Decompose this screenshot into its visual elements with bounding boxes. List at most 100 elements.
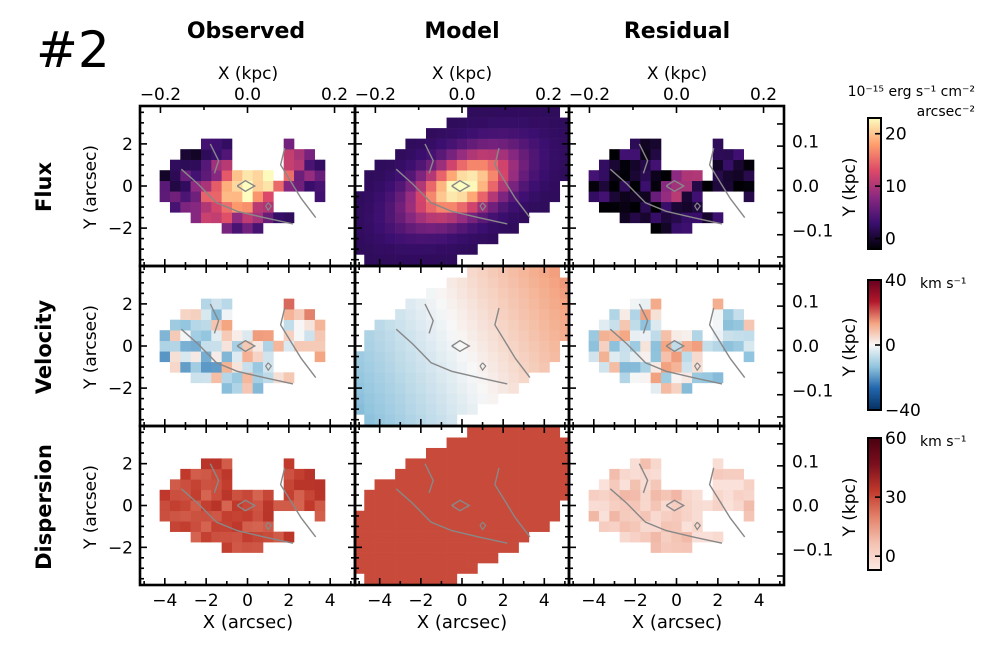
map-pixel	[609, 351, 620, 363]
map-pixel	[487, 427, 499, 438]
map-pixel	[425, 212, 437, 224]
top-tick-label: −0.2	[355, 85, 396, 105]
map-pixel	[425, 149, 437, 160]
map-pixel	[456, 542, 468, 553]
map-pixel	[640, 361, 651, 373]
map-pixel	[498, 212, 509, 224]
map-pixel	[508, 128, 519, 139]
map-pixel	[528, 458, 540, 470]
map-pixel	[518, 319, 530, 331]
map-pixel	[528, 107, 540, 118]
map-pixel	[518, 128, 530, 139]
map-pixel	[498, 288, 509, 299]
map-pixel	[619, 180, 631, 192]
map-pixel	[425, 500, 437, 512]
map-pixel	[405, 212, 417, 224]
bottom-axis-label-residual: X (arcsec)	[632, 612, 722, 633]
contour-line	[638, 143, 649, 174]
x-tick-label: 4	[754, 591, 765, 611]
panel-dispersion-observed	[159, 458, 326, 553]
map-pixel	[487, 170, 499, 182]
map-pixel	[395, 149, 406, 160]
map-pixel	[446, 531, 458, 543]
map-pixel	[425, 201, 437, 213]
map-pixel	[629, 458, 641, 470]
map-pixel	[436, 489, 447, 501]
map-pixel	[733, 180, 744, 192]
map-pixel	[650, 319, 662, 331]
map-pixel	[211, 340, 222, 352]
map-pixel	[733, 330, 744, 342]
contour-line	[209, 463, 220, 494]
map-pixel	[539, 479, 550, 491]
map-pixel	[169, 201, 181, 213]
map-pixel	[263, 372, 274, 384]
map-pixel	[609, 159, 620, 171]
map-pixel	[415, 222, 427, 234]
colorbar-tick-label: 60	[885, 429, 907, 449]
map-pixel	[304, 309, 315, 320]
map-pixel	[415, 531, 427, 543]
map-pixel	[660, 191, 672, 203]
map-pixel	[425, 563, 437, 574]
map-pixel	[425, 372, 437, 384]
map-pixel	[353, 233, 365, 245]
panel-flux-observed	[159, 138, 326, 234]
map-pixel	[353, 552, 365, 564]
map-pixel	[518, 267, 530, 278]
map-pixel	[487, 489, 499, 501]
map-pixel	[446, 298, 458, 310]
map-pixel	[681, 500, 693, 512]
map-pixel	[374, 372, 386, 384]
map-pixel	[619, 521, 631, 532]
map-pixel	[159, 489, 171, 501]
map-pixel	[487, 128, 499, 139]
map-pixel	[508, 361, 519, 373]
map-pixel	[467, 222, 478, 234]
map-pixel	[180, 309, 191, 320]
map-pixel	[456, 191, 468, 203]
map-pixel	[384, 243, 396, 255]
map-pixel	[395, 361, 406, 373]
map-pixel	[283, 170, 295, 182]
x-tick-label: 4	[325, 591, 336, 611]
map-pixel	[304, 500, 315, 512]
right-axis-label-row-3: Y (kpc)	[840, 477, 860, 537]
map-pixel	[446, 309, 458, 320]
map-pixel	[539, 170, 550, 182]
map-pixel	[743, 330, 755, 342]
map-pixel	[671, 531, 682, 543]
map-pixel	[374, 330, 386, 342]
map-pixel	[405, 351, 417, 363]
map-pixel	[477, 222, 489, 234]
colorbar-flux-unit-line1: 10⁻¹⁵ erg s⁻¹ cm⁻²	[848, 84, 975, 100]
map-pixel	[712, 319, 724, 331]
map-pixel	[619, 510, 631, 522]
y-axis-label-row-3: Y (arcsec)	[81, 465, 101, 550]
map-pixel	[619, 351, 631, 363]
map-pixel	[518, 500, 530, 512]
map-pixel	[221, 309, 233, 320]
map-pixel	[743, 489, 755, 501]
map-pixel	[650, 212, 662, 224]
map-pixel	[231, 531, 243, 543]
map-pixel	[518, 521, 530, 532]
contour-line	[424, 463, 434, 494]
top-tick-label: 0.0	[448, 85, 475, 105]
map-pixel	[598, 340, 610, 352]
map-pixel	[528, 489, 540, 501]
map-pixel	[477, 340, 489, 352]
map-pixel	[231, 201, 243, 213]
map-pixel	[231, 330, 243, 342]
map-pixel	[549, 138, 561, 150]
map-pixel	[190, 479, 202, 491]
map-pixel	[263, 340, 274, 352]
map-pixel	[508, 340, 519, 352]
map-pixel	[528, 277, 540, 289]
map-pixel	[650, 298, 662, 310]
map-pixel	[446, 222, 458, 234]
map-pixel	[498, 201, 509, 213]
map-pixel	[221, 458, 233, 470]
map-pixel	[477, 201, 489, 213]
